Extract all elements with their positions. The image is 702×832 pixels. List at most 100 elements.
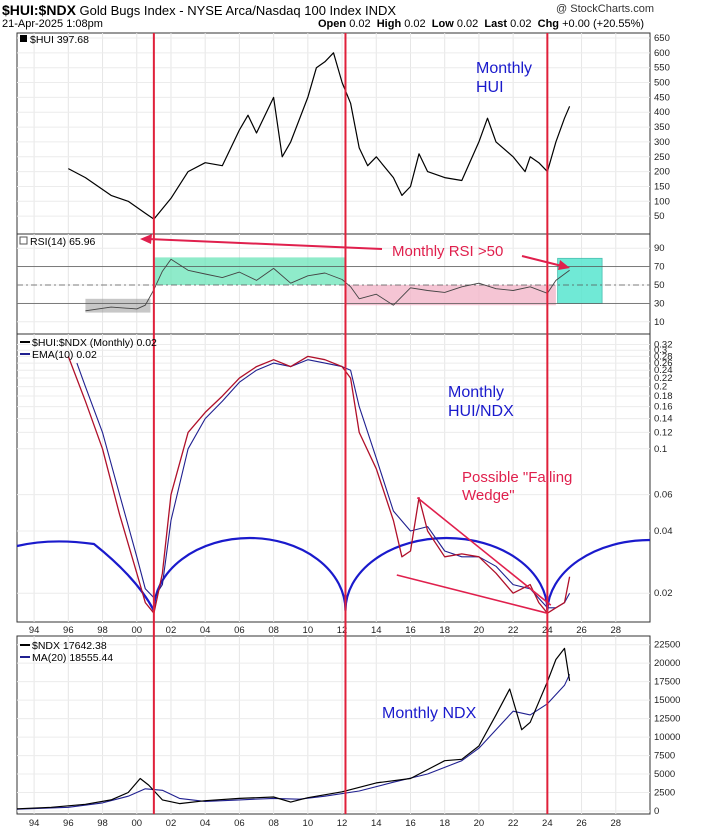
high-label: High bbox=[376, 18, 402, 30]
chart-header: $HUI:$NDX Gold Bugs Index - NYSE Arca/Na… bbox=[0, 0, 702, 32]
y-tick-label-rsi: 30 bbox=[654, 298, 665, 309]
y-tick-label-hui: 600 bbox=[654, 48, 670, 59]
cycle-arc bbox=[546, 538, 651, 611]
y-tick-label-ndx: 17500 bbox=[654, 677, 680, 688]
credit: @ StockCharts.com bbox=[556, 3, 654, 15]
y-tick-label-ratio: 0.26 bbox=[654, 358, 673, 369]
description: Gold Bugs Index - NYSE Arca/Nasdaq 100 I… bbox=[79, 3, 397, 18]
y-tick-label-ratio: 0.24 bbox=[654, 365, 673, 376]
annotation-ratio: Monthly bbox=[448, 384, 504, 401]
y-tick-label-ndx: 5000 bbox=[654, 769, 675, 780]
panel-frame-ndx bbox=[16, 635, 651, 815]
chg-label: Chg bbox=[537, 18, 560, 30]
x-tick-label-ndx: 12 bbox=[337, 818, 348, 829]
legend-ratio: $HUI:$NDX (Monthly) 0.02 bbox=[32, 337, 157, 349]
x-tick-label-ndx: 00 bbox=[131, 818, 142, 829]
x-tick-label-ratio: 26 bbox=[576, 625, 587, 636]
annotation-ratio: HUI/NDX bbox=[448, 403, 514, 420]
annotation-wedge: Wedge" bbox=[462, 487, 515, 504]
x-tick-label-ndx: 18 bbox=[439, 818, 450, 829]
legend-swatch-hui bbox=[20, 35, 27, 42]
y-tick-label-rsi: 50 bbox=[654, 280, 665, 291]
ema-line bbox=[76, 359, 571, 609]
rsi-line bbox=[85, 258, 570, 312]
y-tick-label-ratio: 0.06 bbox=[654, 490, 673, 501]
y-tick-label-hui: 300 bbox=[654, 137, 670, 148]
ohlc-readout: Open 0.02 High 0.02 Low 0.02 Last 0.02 C… bbox=[318, 18, 644, 30]
legend-rsi: RSI(14) 65.96 bbox=[30, 236, 96, 248]
open-value: 0.02 bbox=[349, 18, 371, 30]
rsi-arrow-right-head bbox=[558, 260, 570, 270]
y-tick-label-ndx: 15000 bbox=[654, 695, 680, 706]
chart-title: $HUI:$NDX Gold Bugs Index - NYSE Arca/Na… bbox=[2, 2, 396, 18]
x-tick-label-ndx: 26 bbox=[576, 818, 587, 829]
annotation-wedge: Possible "Falling bbox=[462, 469, 572, 486]
cycle-arc bbox=[152, 536, 347, 611]
y-tick-label-ratio: 0.16 bbox=[654, 402, 673, 413]
panel-frame-hui bbox=[16, 32, 651, 235]
y-tick-label-ndx: 20000 bbox=[654, 658, 680, 669]
x-tick-label-ratio: 22 bbox=[508, 625, 519, 636]
x-tick-label-ndx: 24 bbox=[542, 818, 553, 829]
x-tick-label-ndx: 28 bbox=[610, 818, 621, 829]
y-tick-label-rsi: 90 bbox=[654, 243, 665, 254]
x-tick-label-ndx: 08 bbox=[268, 818, 279, 829]
x-tick-label-ndx: 06 bbox=[234, 818, 245, 829]
ndx-line bbox=[16, 647, 571, 810]
open-label: Open bbox=[318, 18, 347, 30]
y-tick-label-ratio: 0.2 bbox=[654, 382, 667, 393]
hui-line bbox=[68, 52, 571, 220]
y-tick-label-ratio: 0.28 bbox=[654, 351, 673, 362]
y-tick-label-ndx: 10000 bbox=[654, 732, 680, 743]
y-tick-label-rsi: 10 bbox=[654, 317, 665, 328]
annotation-ndx: Monthly NDX bbox=[382, 705, 477, 722]
y-tick-label-rsi: 70 bbox=[654, 262, 665, 273]
x-tick-label-ratio: 28 bbox=[610, 625, 621, 636]
y-tick-label-ndx: 12500 bbox=[654, 714, 680, 725]
y-tick-label-hui: 450 bbox=[654, 92, 670, 103]
y-tick-label-hui: 400 bbox=[654, 107, 670, 118]
x-tick-label-ratio: 10 bbox=[303, 625, 314, 636]
x-tick-label-ratio: 12 bbox=[337, 625, 348, 636]
x-tick-label-ratio: 00 bbox=[131, 625, 142, 636]
x-tick-label-ndx: 14 bbox=[371, 818, 382, 829]
x-tick-label-ndx: 10 bbox=[303, 818, 314, 829]
wedge-lower-line bbox=[396, 574, 548, 614]
y-tick-label-hui: 200 bbox=[654, 167, 670, 178]
legend-swatch-rsi bbox=[19, 236, 28, 245]
x-tick-label-ndx: 94 bbox=[29, 818, 40, 829]
x-tick-label-ratio: 04 bbox=[200, 625, 211, 636]
y-tick-label-ratio: 0.04 bbox=[654, 526, 673, 537]
x-tick-label-ratio: 96 bbox=[63, 625, 74, 636]
cycle-arc bbox=[344, 537, 549, 611]
y-tick-label-hui: 100 bbox=[654, 196, 670, 207]
y-tick-label-ndx: 7500 bbox=[654, 751, 675, 762]
annotation-hui: HUI bbox=[476, 79, 504, 96]
chart-date: 21-Apr-2025 1:08pm bbox=[2, 18, 103, 30]
low-value: 0.02 bbox=[456, 18, 479, 30]
legend-ma: MA(20) 18555.44 bbox=[32, 652, 113, 664]
legend-hui: $HUI 397.68 bbox=[30, 34, 89, 46]
y-tick-label-hui: 150 bbox=[654, 181, 670, 192]
x-tick-label-ndx: 02 bbox=[166, 818, 177, 829]
rsi-arrow-left bbox=[147, 238, 383, 250]
x-tick-label-ratio: 98 bbox=[97, 625, 108, 636]
x-tick-label-ratio: 20 bbox=[474, 625, 485, 636]
rsi-gray-band bbox=[85, 298, 151, 313]
y-tick-label-hui: 350 bbox=[654, 122, 670, 133]
y-tick-label-ratio: 0.02 bbox=[654, 588, 673, 599]
high-value: 0.02 bbox=[404, 18, 426, 30]
y-tick-label-ndx: 22500 bbox=[654, 640, 680, 651]
rsi-arrow-left-head bbox=[140, 234, 152, 244]
rsi-arrow-right bbox=[521, 255, 563, 267]
x-tick-label-ratio: 02 bbox=[166, 625, 177, 636]
y-tick-label-ndx: 2500 bbox=[654, 788, 675, 799]
wedge-upper-line bbox=[416, 497, 552, 606]
y-tick-label-ratio: 0.1 bbox=[654, 444, 667, 455]
rsi-green-band bbox=[153, 257, 346, 285]
x-tick-label-ratio: 94 bbox=[29, 625, 40, 636]
annotation-rsi: Monthly RSI >50 bbox=[392, 243, 503, 260]
x-tick-label-ratio: 16 bbox=[405, 625, 416, 636]
y-tick-label-hui: 650 bbox=[654, 33, 670, 44]
